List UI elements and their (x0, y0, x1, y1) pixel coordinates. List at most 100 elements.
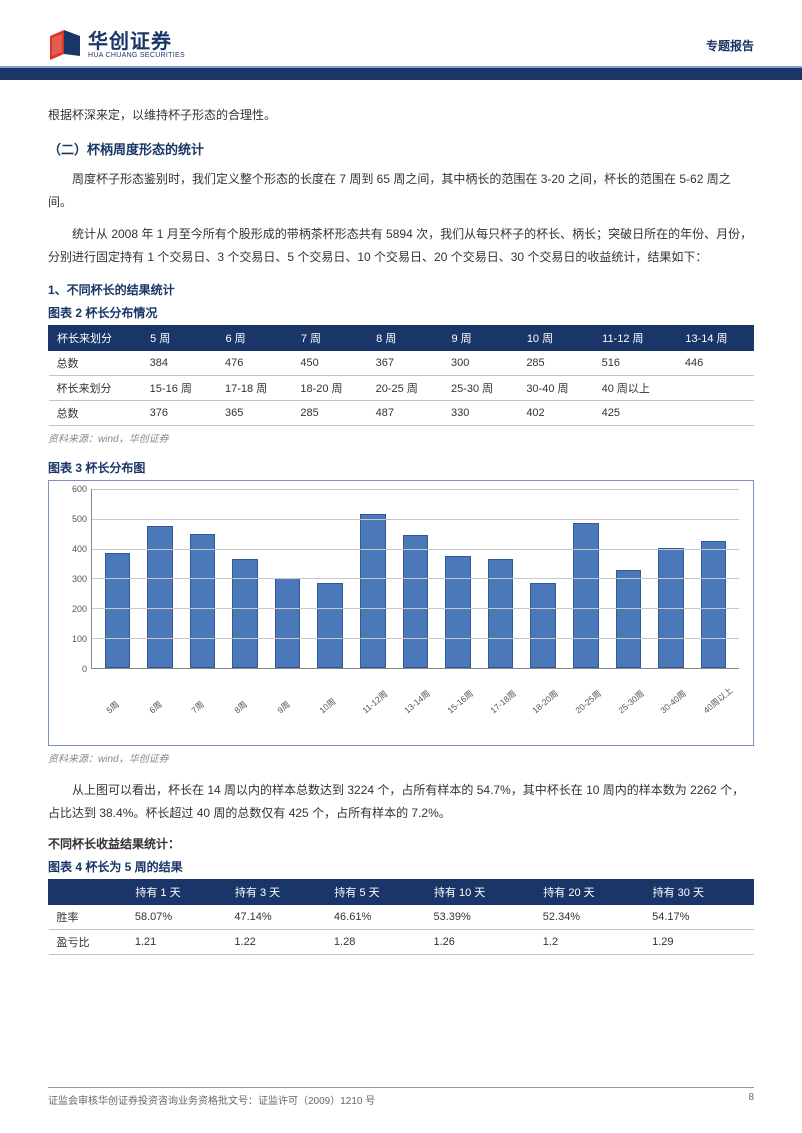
page-number: 8 (748, 1092, 754, 1107)
chart-y-tick: 0 (82, 664, 87, 674)
table-cell: 1.21 (127, 929, 227, 954)
chart-bar (317, 583, 343, 668)
table-cell: 376 (142, 400, 217, 425)
table-cell: 25-30 周 (443, 375, 518, 400)
chart-bar (232, 559, 258, 668)
figure-4-caption: 图表 4 杯长为 5 周的结果 (48, 858, 754, 875)
table-cell: 384 (142, 350, 217, 375)
table-cell: 402 (518, 400, 593, 425)
chart-y-tick: 500 (72, 514, 87, 524)
chart-bar (275, 578, 301, 668)
chart-y-tick: 100 (72, 634, 87, 644)
chart-bar (190, 534, 216, 668)
table-cell: 367 (368, 350, 443, 375)
table-cell: 476 (217, 350, 292, 375)
table-row-head: 总数 (49, 400, 142, 425)
table-cell: 1.28 (326, 929, 426, 954)
paragraph-2-1: 周度杯子形态鉴别时，我们定义整个形态的长度在 7 周到 65 周之间，其中柄长的… (48, 168, 754, 214)
table-cell: 18-20 周 (292, 375, 367, 400)
table-cell: 330 (443, 400, 518, 425)
paragraph-after-chart: 从上图可以看出，杯长在 14 周以内的样本总数达到 3224 个，占所有样本的 … (48, 779, 754, 825)
table-cell: 53.39% (425, 904, 534, 929)
table-header-cell: 10 周 (518, 325, 593, 350)
table-row-head: 总数 (49, 350, 142, 375)
table-header-cell: 6 周 (217, 325, 292, 350)
table-cell: 15-16 周 (142, 375, 217, 400)
bar-chart: 0100200300400500600 (63, 489, 739, 709)
table-header-cell: 持有 20 天 (535, 879, 644, 904)
table-cell: 487 (368, 400, 443, 425)
table-cell: 365 (217, 400, 292, 425)
figure-3-caption: 图表 3 杯长分布图 (48, 459, 754, 476)
chart-plot-area (91, 489, 739, 669)
table-header-cell (49, 879, 127, 904)
company-logo-icon (48, 30, 82, 60)
table-header-cell: 13-14 周 (677, 325, 754, 350)
results-subheading: 不同杯长收益结果统计： (48, 835, 754, 852)
chart-y-axis: 0100200300400500600 (63, 489, 91, 669)
chart-y-tick: 300 (72, 574, 87, 584)
chart-bar (105, 553, 131, 668)
table-cell: 285 (292, 400, 367, 425)
table-header-cell: 持有 5 天 (326, 879, 426, 904)
figure-3-source: 资料来源：wind，华创证券 (48, 750, 754, 765)
page-header: 华创证券 HUA CHUANG SECURITIES 专题报告 (48, 30, 754, 66)
table-row-head: 胜率 (49, 904, 127, 929)
chart-bar (360, 514, 386, 668)
paragraph-2-2: 统计从 2008 年 1 月至今所有个股形成的带柄茶杯形态共有 5894 次，我… (48, 223, 754, 269)
chart-bar (530, 583, 556, 668)
chart-bar (147, 526, 173, 668)
table-cell: 446 (677, 350, 754, 375)
table-cell: 30-40 周 (518, 375, 593, 400)
chart-bar (403, 535, 429, 668)
table-cell: 40 周以上 (594, 375, 677, 400)
chart-bar (573, 523, 599, 668)
section-2-heading: （二）杯柄周度形态的统计 (48, 139, 754, 158)
table-cell: 1.26 (425, 929, 534, 954)
table-cell: 1.22 (226, 929, 326, 954)
table-cell: 1.2 (535, 929, 644, 954)
table-cell: 54.17% (644, 904, 753, 929)
table-cell: 425 (594, 400, 677, 425)
table-cell (677, 400, 754, 425)
table-cell: 46.61% (326, 904, 426, 929)
chart-y-tick: 200 (72, 604, 87, 614)
logo-text-cn: 华创证券 (88, 32, 185, 52)
table-header-cell: 持有 10 天 (425, 879, 534, 904)
table-cell: 450 (292, 350, 367, 375)
document-type-label: 专题报告 (706, 37, 754, 54)
table-cell: 516 (594, 350, 677, 375)
table-row-head: 杯长来划分 (49, 375, 142, 400)
table-row-head: 盈亏比 (49, 929, 127, 954)
chart-bar (488, 559, 514, 668)
header-divider-bar (0, 66, 802, 80)
table-header-cell: 7 周 (292, 325, 367, 350)
table-cell: 47.14% (226, 904, 326, 929)
table-4-five-week-results: 持有 1 天持有 3 天持有 5 天持有 10 天持有 20 天持有 30 天胜… (48, 879, 754, 955)
table-header-cell: 11-12 周 (594, 325, 677, 350)
table-cell: 285 (518, 350, 593, 375)
table-header-cell: 5 周 (142, 325, 217, 350)
chart-bar (616, 570, 642, 668)
table-cell: 17-18 周 (217, 375, 292, 400)
table-2-source: 资料来源：wind，华创证券 (48, 430, 754, 445)
chart-x-axis-labels: 5周6周7周8周9周10周11-12周13-14周15-16周17-18周18-… (91, 709, 739, 743)
table-cell: 20-25 周 (368, 375, 443, 400)
table-cell: 52.34% (535, 904, 644, 929)
table-header-cell: 9 周 (443, 325, 518, 350)
table-header-cell: 8 周 (368, 325, 443, 350)
subsection-1-heading: 1、不同杯长的结果统计 (48, 281, 754, 298)
page-footer: 证监会审核华创证券投资咨询业务资格批文号：证监许可（2009）1210 号 8 (48, 1087, 754, 1107)
table-header-cell: 持有 1 天 (127, 879, 227, 904)
table-cell: 58.07% (127, 904, 227, 929)
chart-container: 0100200300400500600 5周6周7周8周9周10周11-12周1… (48, 480, 754, 746)
chart-bar (701, 541, 727, 668)
table-header-cell: 持有 3 天 (226, 879, 326, 904)
table-cell (677, 375, 754, 400)
chart-y-tick: 600 (72, 484, 87, 494)
figure-2-caption: 图表 2 杯长分布情况 (48, 304, 754, 321)
table-header-cell: 杯长来划分 (49, 325, 142, 350)
intro-continuation-line: 根据杯深来定，以维持杯子形态的合理性。 (48, 104, 754, 127)
footer-license-text: 证监会审核华创证券投资咨询业务资格批文号：证监许可（2009）1210 号 (48, 1092, 375, 1107)
table-cell: 1.29 (644, 929, 753, 954)
